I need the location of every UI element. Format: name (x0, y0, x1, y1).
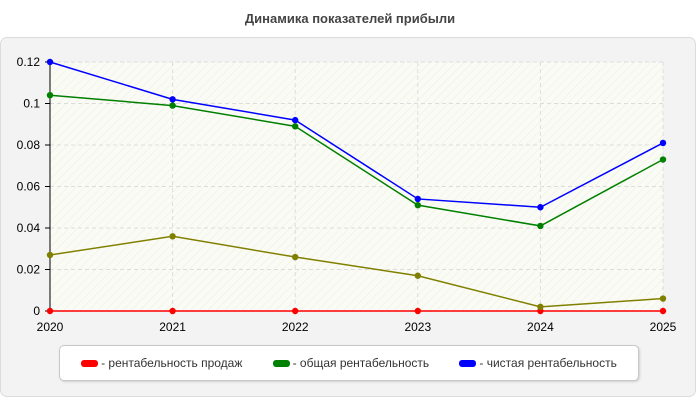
x-tick-label: 2023 (404, 320, 431, 334)
series-line-2 (49, 94, 664, 227)
data-point-0-3 (414, 307, 421, 315)
data-point-2-4 (537, 222, 544, 230)
x-tick-label: 2022 (282, 320, 309, 334)
data-point-3-2 (292, 116, 299, 124)
data-point-2-2 (292, 123, 299, 130)
legend-label: - чистая рентабельность (479, 356, 617, 370)
legend-swatch-red (81, 359, 99, 367)
y-tick-label: 0.12 (17, 55, 41, 69)
legend-label: - общая рентабельность (292, 356, 430, 370)
legend-item-sales-profitability: - рентабельность продаж (81, 356, 242, 370)
y-tick-label: 0.02 (17, 263, 41, 277)
legend-item-net-profitability: - чистая рентабельность (459, 356, 617, 370)
legend-label: - рентабельность продаж (101, 356, 243, 370)
data-point-3-4 (537, 204, 544, 211)
data-point-0-5 (659, 307, 667, 315)
data-point-0-1 (169, 307, 176, 315)
series-line-1 (49, 235, 664, 308)
data-point-3-0 (46, 58, 54, 66)
chart-title: Динамика показателей прибыли (244, 11, 456, 26)
y-tick-label: 0.08 (17, 138, 41, 152)
x-tick-label: 2024 (527, 320, 554, 334)
data-point-2-5 (659, 156, 667, 163)
legend-swatch-blue (459, 359, 477, 367)
y-tick-label: 0 (33, 304, 40, 318)
data-point-1-3 (414, 272, 421, 279)
data-point-1-4 (537, 303, 544, 311)
data-point-2-1 (169, 102, 176, 109)
x-tick-label: 2025 (650, 320, 677, 334)
data-point-0-2 (292, 307, 299, 315)
legend-item-total-profitability: - общая рентабельность (272, 356, 430, 370)
y-tick-label: 0.04 (17, 221, 41, 235)
data-point-3-3 (414, 195, 421, 203)
data-point-3-5 (659, 139, 667, 147)
data-point-2-0 (46, 92, 54, 99)
x-tick-label: 2020 (37, 320, 64, 334)
x-tick-label: 2021 (159, 320, 186, 334)
data-point-3-1 (169, 96, 176, 103)
data-point-1-1 (169, 233, 176, 240)
series-line-3 (49, 61, 664, 209)
data-point-1-5 (659, 295, 667, 302)
data-point-1-2 (292, 253, 299, 261)
data-point-0-0 (46, 307, 54, 315)
y-tick-label: 0.06 (17, 180, 41, 194)
legend-swatch-green (272, 359, 290, 367)
data-point-1-0 (46, 251, 54, 259)
data-point-2-3 (414, 201, 421, 209)
chart-legend: - рентабельность продаж - общая рентабел… (59, 345, 639, 381)
y-tick-label: 0.1 (23, 97, 40, 111)
